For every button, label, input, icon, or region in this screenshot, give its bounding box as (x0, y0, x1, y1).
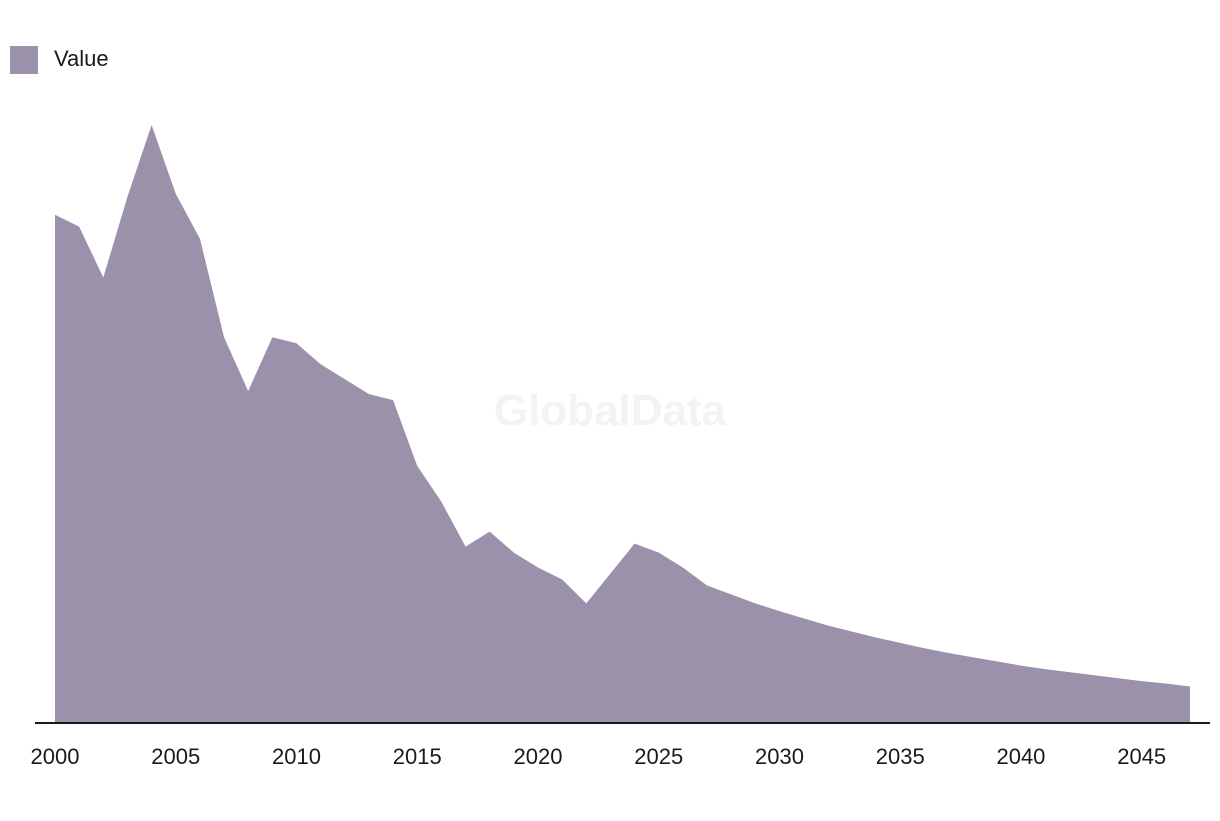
x-tick-label: 2035 (876, 744, 925, 769)
x-tick-label: 2020 (514, 744, 563, 769)
x-axis-ticks: 2000 2005 2010 2015 2020 2025 2030 2035 2040 2045 (31, 744, 1167, 769)
legend: Value (10, 46, 109, 74)
x-tick-label: 2025 (634, 744, 683, 769)
area-layer (55, 125, 1190, 723)
x-tick-label: 2015 (393, 744, 442, 769)
x-tick-label: 2030 (755, 744, 804, 769)
x-tick-label: 2010 (272, 744, 321, 769)
series-area-value (55, 125, 1190, 723)
legend-swatch (10, 46, 38, 74)
watermark: GlobalData (494, 386, 727, 435)
x-tick-label: 2005 (151, 744, 200, 769)
x-tick-label: 2000 (31, 744, 80, 769)
x-tick-label: 2040 (996, 744, 1045, 769)
legend-label: Value (54, 46, 109, 71)
x-tick-label: 2045 (1117, 744, 1166, 769)
